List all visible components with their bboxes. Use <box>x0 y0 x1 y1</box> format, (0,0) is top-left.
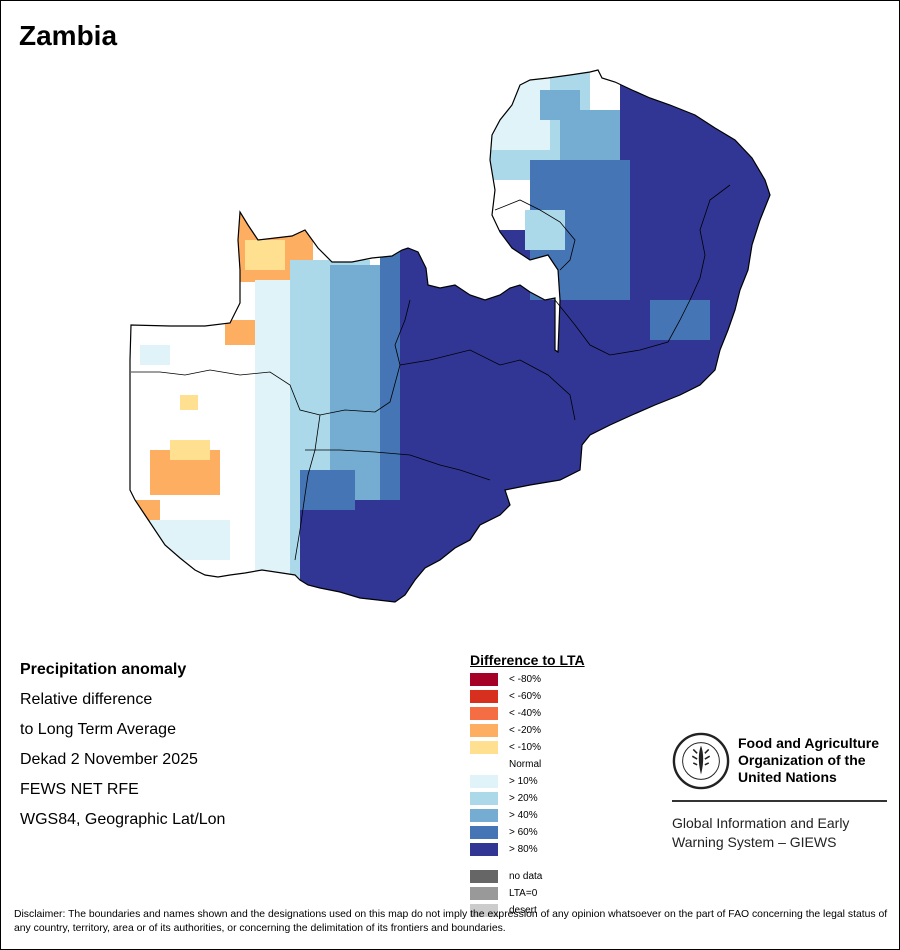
legend-label: desert <box>509 905 537 916</box>
legend-item: no data <box>470 868 585 885</box>
legend-swatch <box>470 724 498 737</box>
legend-label: < -40% <box>509 708 541 719</box>
legend-label: < -10% <box>509 742 541 753</box>
legend: Difference to LTA < -80% < -60% < -40% <… <box>470 652 585 919</box>
map-info: Precipitation anomaly Relative differenc… <box>20 655 225 835</box>
legend-swatch <box>470 792 498 805</box>
legend-label: > 60% <box>509 827 538 838</box>
legend-swatch <box>470 843 498 856</box>
legend-swatch <box>470 707 498 720</box>
legend-label: > 80% <box>509 844 538 855</box>
legend-item: < -40% <box>470 705 585 722</box>
legend-swatch <box>470 904 498 917</box>
info-source: FEWS NET RFE <box>20 781 139 798</box>
legend-item: < -80% <box>470 671 585 688</box>
fao-name-line: Food and Agriculture <box>738 735 880 751</box>
info-line-2: to Long Term Average <box>20 721 176 738</box>
legend-label: > 10% <box>509 776 538 787</box>
legend-label: no data <box>509 871 543 882</box>
legend-item: < -10% <box>470 739 585 756</box>
fao-name: Food and Agriculture Organization of the… <box>738 735 888 786</box>
anomaly-raster <box>130 70 770 602</box>
legend-title: Difference to LTA <box>470 652 585 668</box>
map-title: Zambia <box>19 20 118 51</box>
legend-item: LTA=0 <box>470 885 585 902</box>
legend-item: < -20% <box>470 722 585 739</box>
legend-swatch <box>470 870 498 883</box>
divider <box>672 800 887 802</box>
legend-swatch <box>470 673 498 686</box>
disclaimer: Disclaimer: The boundaries and names sho… <box>14 909 888 934</box>
legend-label: > 20% <box>509 793 538 804</box>
province-boundaries <box>131 184 731 561</box>
legend-item: > 40% <box>470 807 585 824</box>
zambia-map <box>129 69 771 603</box>
giews-name: Global Information and Early Warning Sys… <box>672 814 887 852</box>
legend-item: Normal <box>470 756 585 773</box>
legend-item: > 20% <box>470 790 585 807</box>
legend-swatch <box>470 809 498 822</box>
legend-item: > 80% <box>470 841 585 858</box>
legend-label: Normal <box>509 759 542 770</box>
legend-item: desert <box>470 902 585 919</box>
info-projection: WGS84, Geographic Lat/Lon <box>20 811 226 828</box>
fao-name-line: United Nations <box>738 769 837 785</box>
legend-swatch <box>470 741 498 754</box>
info-period: Dekad 2 November 2025 <box>20 751 198 768</box>
fao-name-line: Organization of the <box>738 752 866 768</box>
legend-swatch <box>470 690 498 703</box>
legend-item: > 60% <box>470 824 585 841</box>
legend-label: < -20% <box>509 725 541 736</box>
fao-logo-icon <box>672 732 730 790</box>
legend-swatch <box>470 887 498 900</box>
info-heading: Precipitation anomaly <box>20 661 187 678</box>
legend-label: < -60% <box>509 691 541 702</box>
legend-label: > 40% <box>509 810 538 821</box>
legend-swatch <box>470 826 498 839</box>
legend-item: < -60% <box>470 688 585 705</box>
legend-swatch <box>470 775 498 788</box>
legend-item: > 10% <box>470 773 585 790</box>
giews-line: Global Information and Early <box>672 815 850 831</box>
giews-line: Warning System – GIEWS <box>672 834 837 850</box>
legend-label: LTA=0 <box>509 888 538 899</box>
info-line-1: Relative difference <box>20 691 153 708</box>
legend-label: < -80% <box>509 674 541 685</box>
